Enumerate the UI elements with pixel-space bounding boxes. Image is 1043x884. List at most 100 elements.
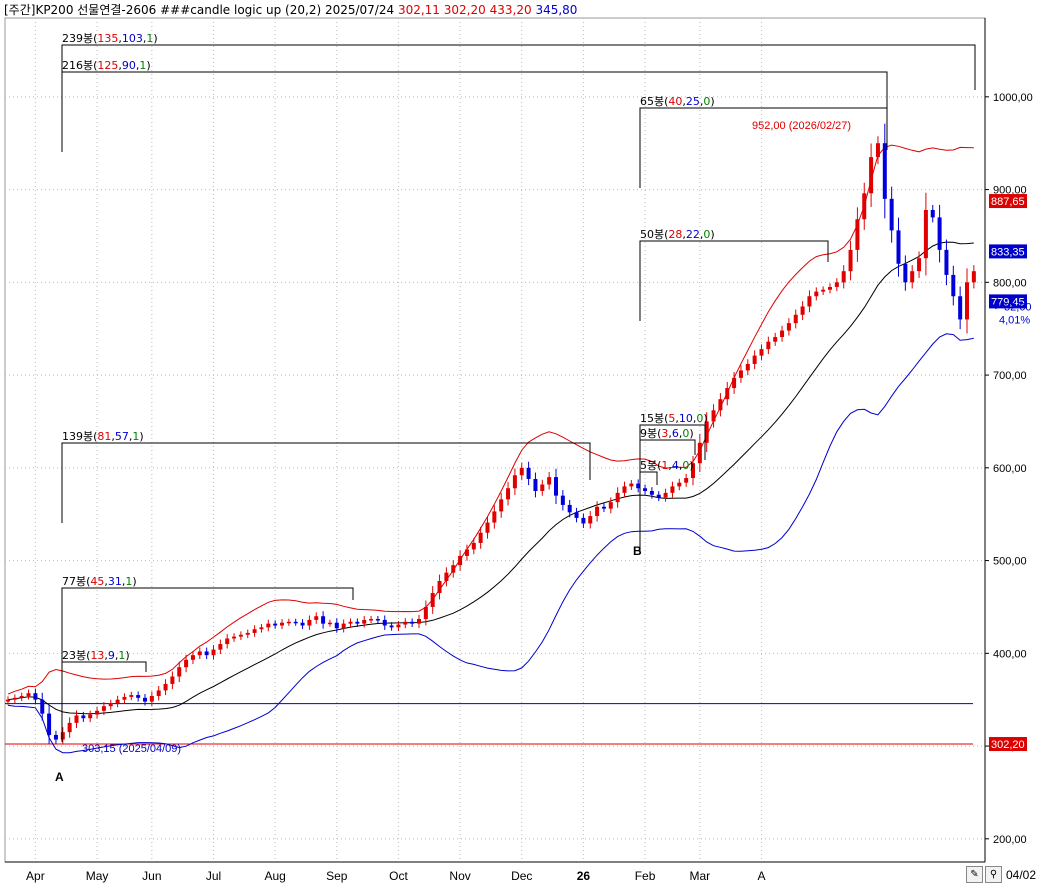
candle-body xyxy=(636,483,641,489)
candle-body xyxy=(355,621,360,624)
candle-body xyxy=(855,219,860,250)
candle-body xyxy=(615,492,620,503)
candle-body xyxy=(348,621,353,624)
candle-body xyxy=(95,710,100,715)
x-axis-end-label: 04/02 xyxy=(1006,868,1037,882)
candle-body xyxy=(608,502,613,509)
x-tick-label: Nov xyxy=(449,869,470,883)
candle-body xyxy=(47,713,52,735)
candle-body xyxy=(108,703,113,707)
candle-body xyxy=(238,634,243,637)
lower-band-line xyxy=(7,333,974,754)
x-tick-label: Oct xyxy=(389,869,408,883)
x-tick-label: Apr xyxy=(26,869,45,883)
candle-body xyxy=(136,695,141,698)
candle-body xyxy=(362,619,367,624)
candle-body xyxy=(677,482,682,487)
candle-body xyxy=(19,695,24,698)
candle-body xyxy=(533,478,538,492)
span-bracket xyxy=(61,661,147,742)
span-label: 216봉(125,90,1) xyxy=(62,59,151,72)
candle-body xyxy=(149,695,154,702)
candle-body xyxy=(828,286,832,290)
y-tick-label: 700,00 xyxy=(993,370,1027,382)
candle-body xyxy=(26,693,31,696)
candle-body xyxy=(923,209,928,259)
y-tick-label: 900,00 xyxy=(993,185,1027,197)
zoom-icon[interactable]: ⚲ xyxy=(985,866,1002,883)
candle-body xyxy=(506,488,511,500)
candle-body xyxy=(156,690,161,696)
span-bracket xyxy=(639,107,888,188)
candle-body xyxy=(526,467,531,479)
candle-body xyxy=(67,722,72,733)
candle-body xyxy=(293,621,298,624)
x-tick-label: A xyxy=(757,869,765,883)
draw-tool-icon[interactable]: ✎ xyxy=(966,866,983,883)
span-label: 65봉(40,25,0) xyxy=(640,95,715,108)
candle-body xyxy=(499,499,504,512)
candle-body xyxy=(848,249,853,272)
candle-body xyxy=(40,699,45,714)
candle-body xyxy=(691,463,695,479)
candle-body xyxy=(327,622,332,625)
candle-body xyxy=(410,621,415,624)
candle-body xyxy=(478,532,483,543)
span-label: 50봉(28,22,0) xyxy=(640,228,715,241)
candle-body xyxy=(896,230,901,264)
span-label: 23봉(13,9,1) xyxy=(62,649,130,662)
span-label: 5봉(1,4,0) xyxy=(640,459,694,472)
candle-body xyxy=(684,478,689,483)
span-label: 15봉(5,10,0) xyxy=(640,412,708,425)
candle-body xyxy=(101,706,106,711)
candle-body xyxy=(512,475,517,489)
candle-body xyxy=(752,355,757,364)
candle-body xyxy=(567,504,572,513)
candle-body xyxy=(232,636,237,639)
header-close: 345,80 xyxy=(535,3,578,17)
candle-body xyxy=(554,477,558,496)
upper-band-line xyxy=(7,144,974,695)
candle-body xyxy=(745,363,750,371)
candle-body xyxy=(60,732,65,740)
candle-body xyxy=(122,696,127,700)
candle-body xyxy=(951,274,956,297)
chart-gridlines xyxy=(4,17,986,863)
candle-body xyxy=(458,555,463,566)
candle-body xyxy=(143,697,147,702)
candle-body xyxy=(403,621,408,625)
candle-body xyxy=(643,488,648,492)
candle-body xyxy=(286,621,291,624)
candle-body xyxy=(437,580,442,594)
x-tick-label: Jul xyxy=(206,869,221,883)
header-high: 433,20 xyxy=(489,3,532,17)
high-label: 952,00 (2026/02/27) xyxy=(752,120,851,132)
candle-body xyxy=(211,649,216,656)
price-tag-bg xyxy=(989,737,1027,752)
y-axis: 200,00300,00400,00500,00600,00700,00800,… xyxy=(984,18,1033,862)
candle-body xyxy=(711,410,716,422)
candle-body xyxy=(581,517,586,524)
candle-body xyxy=(540,484,545,492)
candle-body xyxy=(280,622,284,626)
candles xyxy=(6,123,976,745)
candle-body xyxy=(841,271,846,283)
candle-body xyxy=(259,627,264,630)
candle-body xyxy=(629,483,634,487)
candle-body xyxy=(971,271,976,283)
candle-body xyxy=(944,249,949,275)
change-percent: 4,01% xyxy=(999,314,1030,326)
candle-body xyxy=(889,198,894,231)
candle-body xyxy=(574,512,579,518)
candle-body xyxy=(33,693,38,700)
x-tick-label: Jun xyxy=(142,869,161,883)
candle-body xyxy=(396,624,401,628)
candle-body xyxy=(773,337,778,342)
price-tag-bg xyxy=(989,194,1027,209)
candle-body xyxy=(53,734,58,740)
header-open: 302,11 xyxy=(397,3,440,17)
span-bracket xyxy=(61,587,354,668)
x-tick-label: 26 xyxy=(577,869,591,883)
point-b-label: B xyxy=(633,544,642,558)
candle-body xyxy=(759,349,764,356)
